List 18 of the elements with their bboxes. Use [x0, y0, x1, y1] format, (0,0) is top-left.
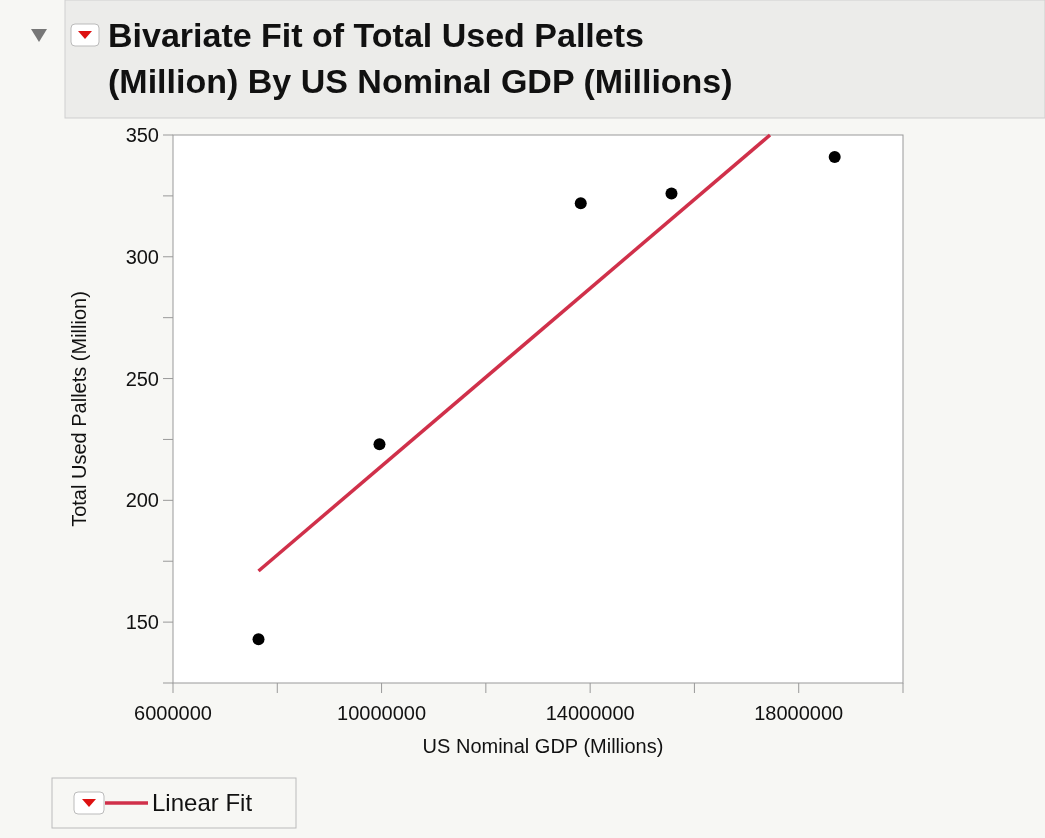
y-tick-label: 150: [125, 611, 159, 634]
point: [828, 150, 841, 163]
x-tick-label: 6000000: [134, 702, 212, 724]
y-tick-label: 350: [125, 124, 159, 146]
legend-label: Linear Fit: [152, 789, 253, 816]
point: [252, 633, 265, 646]
point: [373, 438, 386, 451]
y-axis-title: Total Used Pallets (Million): [68, 291, 90, 527]
x-tick-label: 18000000: [754, 702, 844, 724]
chart-title: Bivariate Fit of Total Used Pallets (Million) By US Nominal GDP (Millions): [108, 16, 733, 100]
point: [574, 197, 587, 210]
x-axis-title: US Nominal GDP (Millions): [422, 735, 664, 757]
x-tick-label: 14000000: [545, 702, 635, 724]
y-tick-label: 300: [125, 245, 159, 268]
x-tick-label: 10000000: [337, 702, 427, 724]
y-tick-label: 200: [125, 489, 159, 512]
point: [665, 187, 678, 200]
y-tick-label: 250: [125, 367, 159, 390]
